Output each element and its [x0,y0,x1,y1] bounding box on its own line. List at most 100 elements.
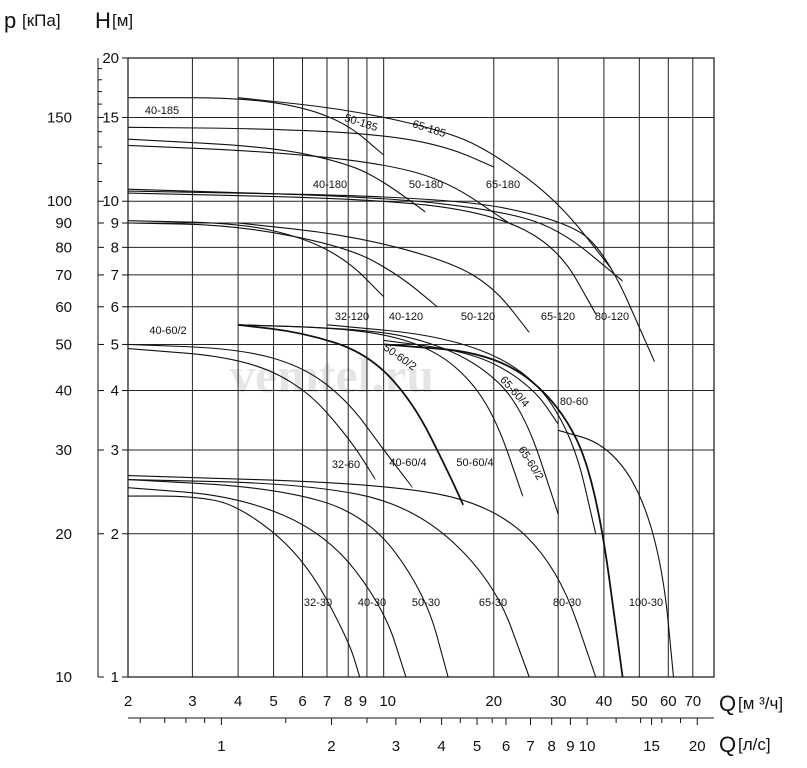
x-tick-label: 4 [234,693,242,710]
curve-80-120 [127,190,656,362]
curve-80-60 [383,343,624,678]
x-axis-title: Q [719,691,736,716]
curve-65-120 [127,192,597,315]
y-tick-label: 4 [111,383,119,400]
curve-40-30 [127,487,407,678]
x2-axis-ticks: 1 2 3 4 5 6 7 8 9 10 15 20 [139,718,706,755]
y-tick-label: 15 [102,109,119,126]
y2-tick-label: 10 [55,669,72,686]
curve-label: 65-185 [411,118,447,140]
curve-label: 40-120 [389,311,423,323]
x2-tick-label: 3 [392,738,400,755]
curve-label: 40-185 [145,105,179,117]
x2-tick-label: 2 [327,738,335,755]
y2-tick-label: 100 [47,193,72,210]
curve-label: 40-60/4 [389,457,426,469]
curve-label: 80-60 [560,396,588,408]
y2-tick-label: 70 [55,267,72,284]
x2-tick-label: 7 [526,738,534,755]
curve-32-60 [127,348,377,481]
y-axis-title: H [95,8,111,33]
curve-label: 32-30 [304,597,332,609]
x-tick-label: 5 [269,693,277,710]
plot-frame [127,57,715,678]
curve-100-30 [558,429,675,678]
curve-40-120 [127,222,438,308]
x-tick-label: 50 [631,693,648,710]
curve-label: 40-180 [313,179,347,191]
x2-tick-label: 5 [473,738,481,755]
x-tick-label: 6 [298,693,306,710]
y2-tick-label: 80 [55,239,72,256]
y2-tick-label: 40 [55,383,72,400]
y2-tick-label: 60 [55,299,72,316]
y-tick-label: 7 [111,267,119,284]
x-axis-ticks: 2 3 4 5 6 7 8 9 10 20 30 40 50 60 70 [124,693,701,710]
y2-tick-label: 20 [55,526,72,543]
x-tick-label: 7 [323,693,331,710]
curve-label: 50-120 [461,311,495,323]
curve-label: 50-60/4 [456,457,493,469]
y-axis-unit: [м] [112,11,133,30]
y-tick-label: 9 [111,215,119,232]
x-tick-label: 10 [379,693,396,710]
y2-tick-label: 150 [47,109,72,126]
curves [127,97,675,678]
curve-label: 65-120 [541,311,575,323]
x2-tick-label: 4 [437,738,445,755]
x-tick-label: 3 [188,693,196,710]
curve-65-185 [238,97,613,270]
curve-label: 50-30 [412,597,440,609]
y2-tick-label: 90 [55,215,72,232]
x-axis-unit: [м ³/ч] [738,694,783,713]
y-axis-ticks: 1 2 3 4 5 6 7 8 9 10 15 20 [102,50,128,686]
grid [127,57,714,678]
curve-65-60-4 [383,339,559,425]
y-tick-label: 10 [102,193,119,210]
curve-50-30 [127,479,449,678]
x2-tick-label: 15 [643,738,660,755]
y2-axis-unit: [кПа] [22,11,61,30]
curve-label: 50-180 [409,179,443,191]
curve-40-185 [128,97,385,156]
y2-axis-ticks: 10 20 30 40 50 60 70 80 90 100 150 [47,68,104,686]
curve-40-180 [127,138,426,213]
y-tick-label: 8 [111,239,119,256]
y-tick-label: 1 [111,669,119,686]
curve-50-185 [127,126,495,168]
curve-80-30 [127,475,597,678]
y-tick-label: 5 [111,336,119,353]
y2-tick-label: 30 [55,442,72,459]
x2-tick-label: 6 [502,738,510,755]
x2-tick-label: 8 [548,738,556,755]
curve-65-180 [127,188,624,282]
y-tick-label: 20 [102,50,119,67]
y2-axis-title: p [4,8,16,33]
curve-label: 40-30 [358,597,386,609]
curve-label: 40-60/2 [149,325,186,337]
x2-axis-unit: [л/с] [738,735,771,754]
x-tick-label: 9 [359,693,367,710]
x-tick-label: 60 [660,693,677,710]
x-tick-label: 8 [344,693,352,710]
y2-tick-label: 50 [55,336,72,353]
curve-label: 80-120 [595,311,629,323]
curve-label: 80-30 [553,597,581,609]
x2-tick-label: 9 [566,738,574,755]
x2-tick-label: 10 [579,738,596,755]
y-tick-label: 2 [111,526,119,543]
curve-65-60-2 [326,324,597,534]
x-tick-label: 40 [596,693,613,710]
x-tick-label: 30 [550,693,567,710]
x2-axis-title: Q [719,732,736,757]
x2-tick-label: 1 [217,738,225,755]
curve-40-60-4 [237,323,465,506]
x-tick-label: 70 [684,693,701,710]
curve-50-180 [127,144,510,224]
curve-50-120 [238,222,530,333]
curve-label: 65-180 [486,179,520,191]
curve-40-60-2 [127,343,414,489]
curve-label: 65-60/4 [497,374,531,410]
